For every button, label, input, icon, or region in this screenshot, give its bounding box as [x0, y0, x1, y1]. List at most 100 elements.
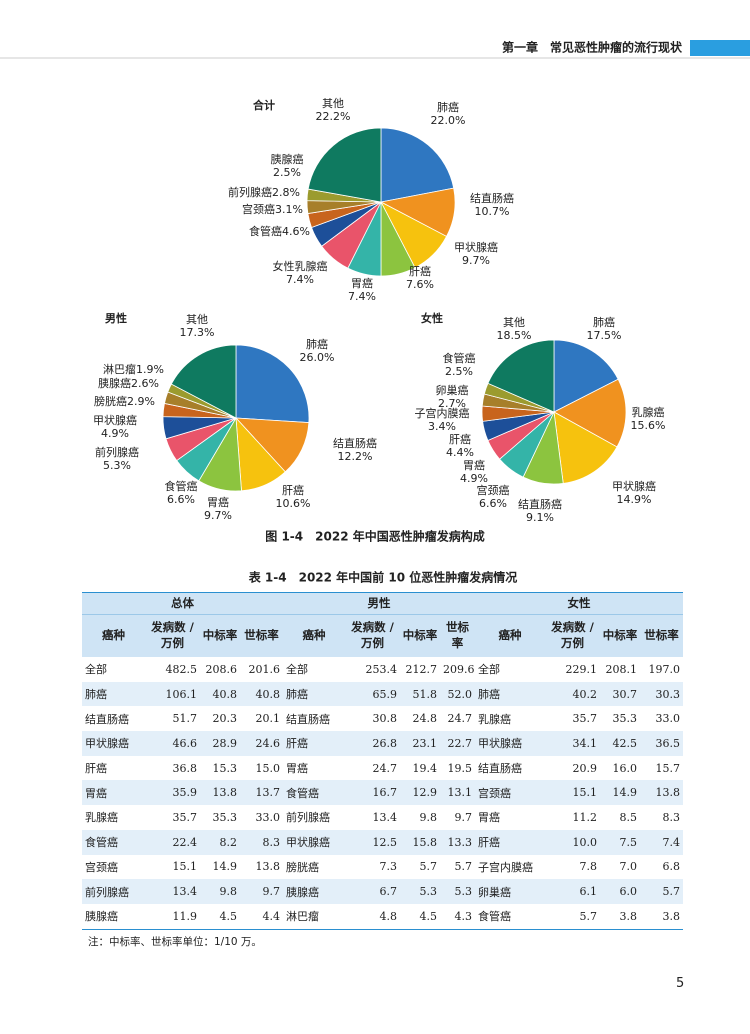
slice-label: 食管癌 [249, 224, 282, 238]
column-header: 世标率 [240, 614, 283, 657]
table-row: 胃癌 35.9 13.8 13.7 食管癌 16.7 12.9 13.1 宫颈癌 15.1 14.9… [82, 780, 683, 806]
table-cell: 3.8 [662, 909, 681, 923]
table-cell: 15.8 [400, 829, 440, 855]
table-cell: 30.3 [640, 681, 683, 707]
table-cell: 20.9 [572, 761, 598, 775]
table-cell: 胰腺癌 [283, 879, 345, 904]
slice-value: 6.6% [479, 497, 507, 510]
table-row: 全部 482.5 208.6 201.6 全部 253.4 212.7 209.6 全部 229.… [82, 657, 683, 682]
table-cell: 结直肠癌 [478, 762, 522, 776]
slice-value: 26.0% [300, 351, 335, 364]
slice-label: 甲状腺癌 [612, 479, 656, 493]
slice-value: 3.1% [275, 203, 303, 216]
slice-value: 22.0% [431, 114, 466, 127]
table-cell: 食管癌 [283, 780, 345, 806]
table-cell: 9.7 [240, 879, 283, 904]
table-cell: 8.5 [619, 810, 638, 824]
table-cell: 胃癌 [286, 762, 308, 776]
table-cell: 24.7 [447, 712, 473, 726]
table-cell: 51.8 [400, 681, 440, 707]
column-header: 发病数 / 万例 [345, 614, 400, 657]
slice-value: 1.9% [136, 363, 164, 376]
group-header: 总体 [82, 592, 283, 615]
table-cell: 11.2 [572, 810, 598, 824]
slice-value: 4.4% [446, 446, 474, 459]
table-cell: 35.3 [212, 810, 238, 824]
table-cell: 10.0 [545, 829, 600, 855]
table-cell: 6.7 [345, 879, 400, 904]
table-cell: 乳腺癌 [478, 712, 511, 726]
table-cell: 15.7 [655, 761, 681, 775]
table-cell: 40.2 [545, 681, 600, 707]
table-cell: 13.7 [240, 780, 283, 806]
slice-value: 10.6% [276, 497, 311, 510]
table-cell: 前列腺癌 [82, 879, 145, 904]
pie-slice [553, 411, 618, 484]
pie-slice [307, 127, 382, 203]
table-cell: 甲状腺癌 [475, 731, 545, 756]
slice-label: 结直肠癌 [470, 191, 514, 205]
table-cell: 14.9 [212, 860, 238, 874]
slice-label: 胰腺癌 [271, 152, 304, 166]
table-cell: 甲状腺癌 [82, 731, 145, 756]
slice-label: 胰腺癌 [98, 376, 131, 390]
table-cell: 35.9 [145, 780, 200, 806]
column-header: 癌种 [475, 614, 545, 657]
table-cell: 5.7 [454, 860, 473, 874]
slice-label: 胃癌 [351, 276, 373, 290]
slice-value: 9.1% [526, 511, 554, 524]
table-cell: 209.6 [443, 662, 475, 676]
slice-label: 甲状腺癌 [93, 413, 137, 427]
table-row: 乳腺癌 35.7 35.3 33.0 前列腺癌 13.4 9.8 9.7 胃癌 11.2 8.5 8.… [82, 805, 683, 830]
table-cell: 5.7 [419, 860, 438, 874]
slice-label: 女性乳腺癌 [273, 259, 328, 273]
table-cell: 肺癌 [283, 681, 345, 707]
slice-label: 食管癌 [443, 351, 476, 365]
table-cell: 30.7 [600, 681, 640, 707]
table-cell: 33.0 [655, 712, 681, 726]
table-cell: 宫颈癌 [475, 780, 545, 806]
table-cell: 4.8 [379, 909, 398, 923]
figure-caption: 图 1-4 2022 年中国恶性肿瘤发病构成 [265, 529, 484, 544]
table-cell: 13.8 [255, 860, 281, 874]
table-cell: 13.8 [200, 780, 240, 806]
table-cell: 65.9 [345, 681, 400, 707]
table-cell: 7.0 [619, 860, 638, 874]
table-cell: 肺癌 [475, 681, 545, 707]
table-cell: 197.0 [648, 662, 681, 676]
table-cell: 35.7 [572, 712, 598, 726]
column-header: 世标率 [440, 614, 475, 657]
table-cell: 前列腺癌 [286, 811, 330, 825]
pie-slice [170, 344, 237, 419]
slice-label: 胃癌 [463, 458, 485, 472]
table-cell: 14.9 [600, 780, 640, 806]
table-cell: 15.3 [212, 761, 238, 775]
slice-value: 5.3% [103, 459, 131, 472]
chapter-title: 第一章 常见恶性肿瘤的流行现状 [502, 40, 683, 55]
slice-value: 2.8% [272, 186, 300, 199]
table-cell: 22.7 [440, 731, 475, 756]
table-row: 食管癌 22.4 8.2 8.3 甲状腺癌 12.5 15.8 13.3 肝癌 10.0 7.5 7.… [82, 829, 683, 855]
table-cell: 33.0 [255, 810, 281, 824]
slice-label: 膀胱癌 [94, 394, 127, 408]
table-cell: 46.6 [145, 731, 200, 756]
table-cell: 34.1 [545, 731, 600, 756]
slice-label: 其他 [186, 313, 208, 326]
table-cell: 24.6 [240, 731, 283, 756]
table-cell: 肝癌 [85, 762, 107, 776]
slice-label: 肝癌 [449, 432, 471, 446]
pie-slice [380, 127, 455, 203]
table-cell: 结直肠癌 [85, 712, 129, 726]
table-cell: 全部 [85, 663, 107, 677]
table-cell: 3.8 [619, 909, 638, 923]
table-cell: 16.0 [612, 761, 638, 775]
slice-value: 2.6% [131, 377, 159, 390]
table-cell: 15.0 [255, 761, 281, 775]
slice-label: 肺癌 [593, 315, 615, 329]
group-header: 女性 [475, 592, 683, 615]
table-cell: 12.9 [400, 780, 440, 806]
page-number: 5 [676, 976, 685, 991]
table-cell: 19.4 [412, 761, 438, 775]
